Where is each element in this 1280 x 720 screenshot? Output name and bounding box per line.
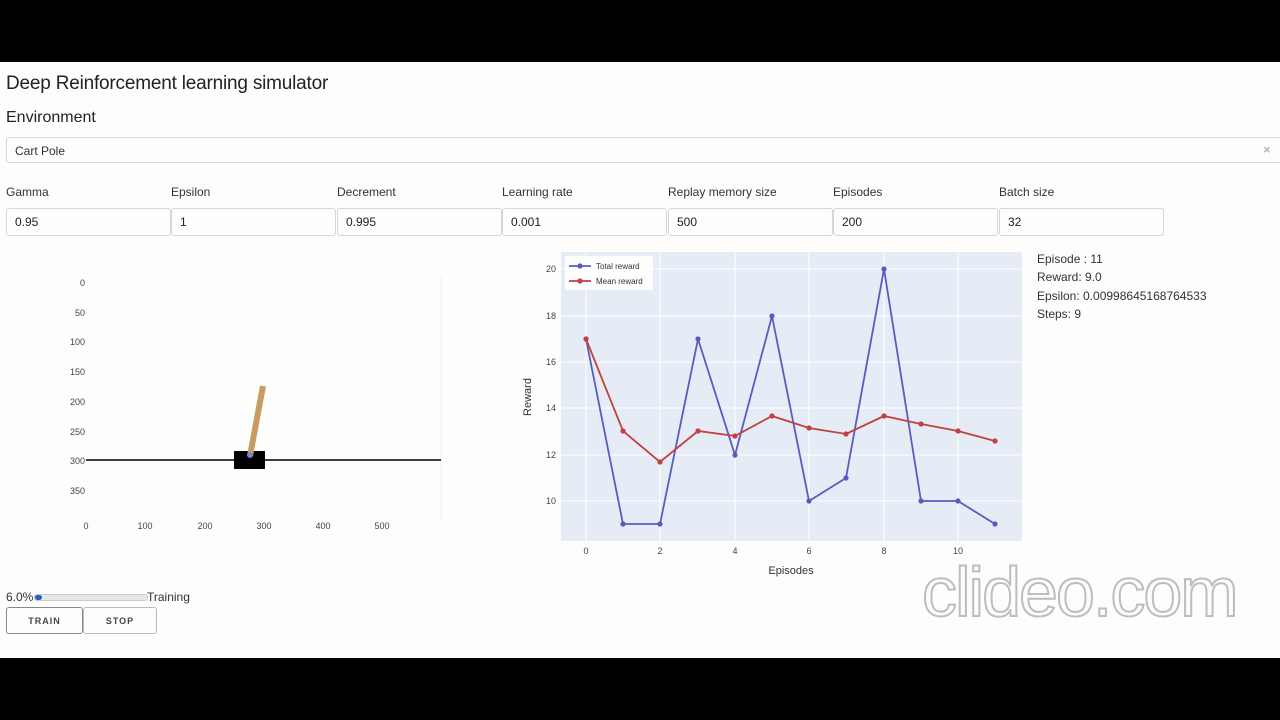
legend-label: Total reward	[596, 262, 640, 271]
y-tick: 20	[546, 264, 556, 274]
y-tick: 10	[546, 496, 556, 506]
progress-fill	[35, 595, 42, 600]
y-tick: 250	[70, 427, 85, 437]
x-tick: 10	[953, 546, 963, 556]
y-tick: 300	[70, 456, 85, 466]
decrement-label: Decrement	[337, 185, 396, 199]
epsilon-input[interactable]	[171, 208, 336, 236]
replay-memory-size-input[interactable]	[668, 208, 833, 236]
chart-y-ticks: 10 12 14 16 18 20	[546, 264, 556, 506]
environment-label: Environment	[6, 109, 96, 126]
stat-steps: Steps: 9	[1037, 306, 1082, 321]
environment-select[interactable]: Cart Pole ×	[6, 137, 1280, 163]
progress-bar	[34, 594, 148, 601]
cartpole-render: 0 50 100 150 200 250 300 350 0 100 200 3…	[70, 277, 442, 531]
y-tick: 100	[70, 337, 85, 347]
gamma-label: Gamma	[6, 185, 49, 199]
y-tick: 0	[80, 278, 85, 288]
page: Deep Reinforcement learning simulator En…	[0, 62, 1280, 658]
episodes-label: Episodes	[833, 185, 883, 199]
batch-size-input[interactable]	[999, 208, 1164, 236]
chart-x-ticks: 0 2 4 6 8 10	[583, 546, 963, 556]
y-tick: 14	[546, 403, 556, 413]
decrement-input[interactable]	[337, 208, 502, 236]
learning-rate-input[interactable]	[502, 208, 667, 236]
axle	[247, 452, 253, 458]
y-tick: 18	[546, 311, 556, 321]
x-tick: 300	[256, 521, 271, 531]
y-axis-label: Reward	[522, 378, 534, 416]
reward-chart: 10 12 14 16 18 20 0 2 4 6 8 10 Episodes …	[522, 252, 1022, 577]
episodes-input[interactable]	[833, 208, 998, 236]
clear-icon[interactable]: ×	[1263, 142, 1271, 157]
epsilon-label: Epsilon	[171, 185, 211, 199]
y-tick: 16	[546, 357, 556, 367]
x-tick: 4	[732, 546, 737, 556]
page-title: Deep Reinforcement learning simulator	[6, 73, 329, 94]
param-replay-memory-size: Replay memory size	[668, 182, 833, 236]
watermark: clideo.com	[921, 552, 1240, 632]
progress-percent: 6.0%	[6, 590, 34, 604]
progress-status: Training	[147, 590, 190, 604]
x-tick: 0	[83, 521, 88, 531]
param-episodes: Episodes	[833, 182, 998, 236]
replay-memory-size-label: Replay memory size	[668, 185, 777, 199]
cartpole-y-axis: 0 50 100 150 200 250 300 350	[70, 278, 85, 496]
stat-reward: Reward: 9.0	[1037, 270, 1102, 285]
plot-background	[561, 252, 1022, 541]
pole	[247, 385, 266, 457]
x-tick: 0	[583, 546, 588, 556]
cart	[234, 451, 265, 469]
legend-label: Mean reward	[596, 277, 643, 286]
stop-button[interactable]: STOP	[83, 607, 157, 634]
series-mean-reward	[583, 336, 998, 465]
y-tick: 50	[75, 308, 85, 318]
param-batch-size: Batch size	[999, 182, 1164, 236]
gamma-input[interactable]	[6, 208, 171, 236]
stat-episode: Episode : 11	[1037, 252, 1103, 266]
legend-item-mean-reward[interactable]: Mean reward	[569, 277, 643, 286]
y-tick: 150	[70, 367, 85, 377]
stat-epsilon: Epsilon: 0.00998645168764533	[1037, 288, 1207, 303]
environment-selected-value: Cart Pole	[15, 144, 66, 158]
param-epsilon: Epsilon	[171, 182, 336, 236]
x-tick: 6	[806, 546, 811, 556]
chart-legend[interactable]: Total reward Mean reward	[565, 256, 653, 290]
cartpole-x-axis: 0 100 200 300 400 500	[83, 521, 389, 531]
x-tick: 2	[657, 546, 662, 556]
y-tick: 12	[546, 450, 556, 460]
y-tick: 350	[70, 486, 85, 496]
x-tick: 100	[137, 521, 152, 531]
x-tick: 200	[197, 521, 212, 531]
x-tick: 8	[881, 546, 886, 556]
training-stats: Episode : 11 Reward: 9.0 Epsilon: 0.0099…	[1037, 250, 1207, 323]
legend-item-total-reward[interactable]: Total reward	[569, 262, 640, 271]
x-tick: 500	[374, 521, 389, 531]
param-decrement: Decrement	[337, 182, 502, 236]
x-tick: 400	[315, 521, 330, 531]
batch-size-label: Batch size	[999, 185, 1055, 199]
x-axis-label: Episodes	[768, 565, 814, 577]
train-button[interactable]: TRAIN	[6, 607, 83, 634]
param-gamma: Gamma	[6, 182, 171, 236]
learning-rate-label: Learning rate	[502, 185, 573, 199]
param-learning-rate: Learning rate	[502, 182, 667, 236]
y-tick: 200	[70, 397, 85, 407]
series-total-reward	[583, 266, 998, 527]
